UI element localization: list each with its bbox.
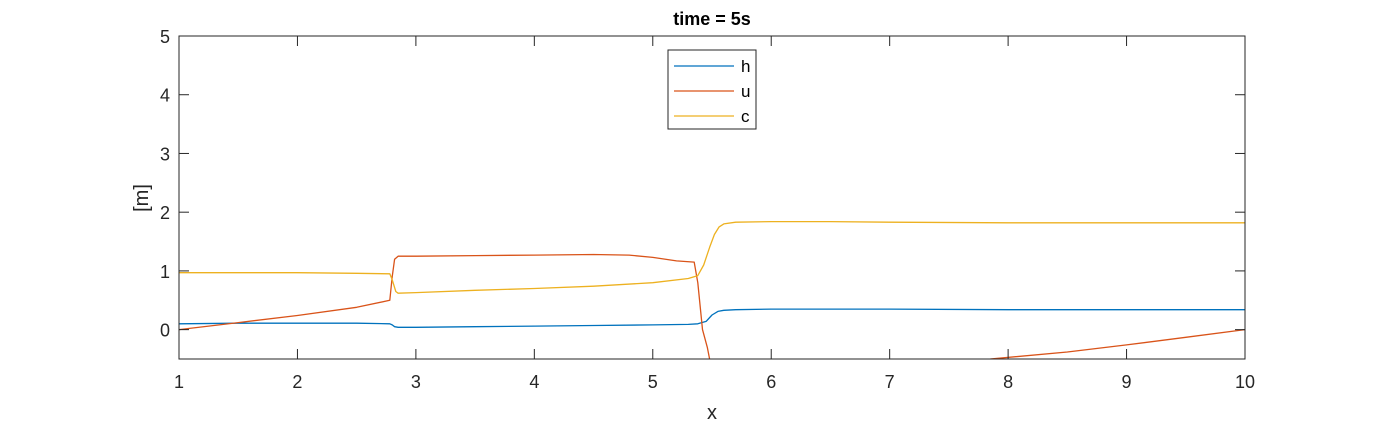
series-line-u: [179, 253, 1245, 359]
axes-box: [178, 35, 1246, 360]
y-tick-label: 1: [160, 262, 170, 282]
y-axis-label: [m]: [131, 184, 153, 212]
series-line-c: [179, 220, 1245, 294]
x-tick-label: 9: [1122, 372, 1132, 392]
y-tick-label: 5: [160, 27, 170, 47]
y-tick-label: 4: [160, 86, 170, 106]
y-tick-label: 3: [160, 144, 170, 164]
legend-label-u: u: [741, 82, 750, 101]
legend-label-h: h: [741, 57, 750, 76]
x-tick-label: 2: [292, 372, 302, 392]
x-axis-label: x: [707, 402, 717, 424]
series-layer: [179, 220, 1245, 359]
x-tick-label: 6: [766, 372, 776, 392]
x-tick-label: 7: [885, 372, 895, 392]
x-tick-label: 8: [1003, 372, 1013, 392]
x-tick-label: 1: [174, 372, 184, 392]
x-tick-label: 3: [411, 372, 421, 392]
chart-title: time = 5s: [673, 9, 751, 29]
x-tick-label: 4: [529, 372, 539, 392]
legend-label-c: c: [741, 107, 750, 126]
x-tick-label: 5: [648, 372, 658, 392]
y-tick-label: 2: [160, 203, 170, 223]
ticks-layer: [178, 35, 1246, 359]
legend: huc: [667, 49, 757, 130]
tick-labels-layer: 1 2 3 4 5 6 7 8 9 10 0 1 2 3 4 5: [160, 27, 1255, 392]
series-line-h: [179, 308, 1245, 328]
x-tick-label: 10: [1235, 372, 1255, 392]
y-tick-label: 0: [160, 321, 170, 341]
